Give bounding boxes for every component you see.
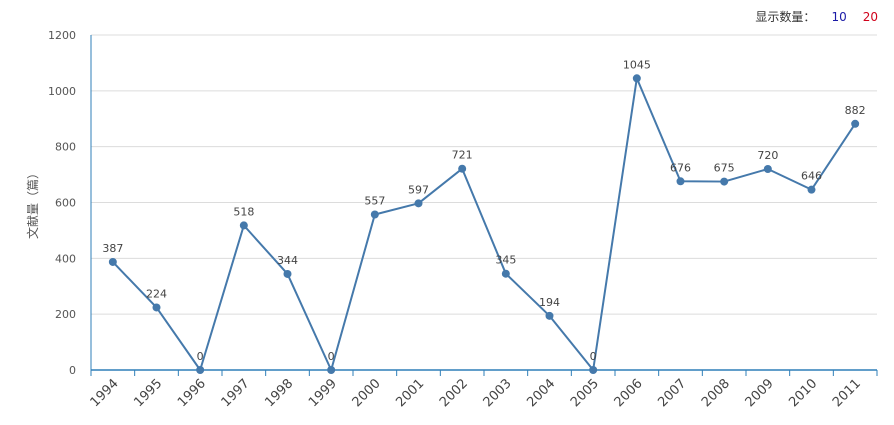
display-count-label: 显示数量： — [755, 10, 816, 24]
x-tick-label: 2005 — [568, 376, 602, 410]
data-label: 0 — [197, 350, 204, 363]
x-tick-label: 1996 — [175, 376, 209, 410]
x-tick-label: 1999 — [306, 376, 340, 410]
x-tick-label: 1998 — [262, 376, 296, 410]
data-label: 518 — [233, 205, 254, 218]
data-label: 882 — [845, 104, 866, 117]
data-label: 194 — [539, 296, 560, 309]
display-count-option-20[interactable]: 20 — [862, 9, 878, 24]
x-tick-label: 2003 — [481, 376, 515, 410]
data-point[interactable] — [152, 303, 161, 312]
y-axis-label: 文献量（篇） — [25, 167, 40, 239]
x-tick-label: 2007 — [655, 376, 689, 410]
data-point[interactable] — [501, 269, 510, 278]
data-label: 387 — [102, 242, 123, 255]
display-count-control: 显示数量： 10 20 — [755, 8, 878, 25]
y-tick-label: 1000 — [48, 85, 76, 98]
data-point[interactable] — [239, 221, 248, 230]
y-tick-label: 0 — [69, 364, 76, 377]
data-label: 224 — [146, 287, 167, 300]
x-tick-label: 2006 — [612, 376, 646, 410]
x-tick-label: 2002 — [437, 376, 471, 410]
data-point[interactable] — [414, 199, 423, 208]
data-label: 0 — [328, 350, 335, 363]
data-point[interactable] — [589, 366, 598, 374]
data-label: 1045 — [623, 58, 651, 71]
data-point[interactable] — [851, 119, 860, 128]
data-label: 344 — [277, 254, 298, 267]
y-tick-label: 800 — [55, 141, 76, 154]
data-point[interactable] — [807, 185, 816, 194]
data-point[interactable] — [327, 366, 336, 374]
x-tick-label: 2011 — [830, 376, 864, 410]
data-point[interactable] — [632, 74, 641, 83]
x-tick-label: 2008 — [699, 376, 733, 410]
display-count-option-10[interactable]: 10 — [831, 9, 847, 24]
y-tick-label: 1200 — [48, 29, 76, 42]
gridlines — [91, 34, 877, 315]
data-point[interactable] — [196, 366, 205, 374]
x-tick-label: 1995 — [131, 376, 165, 410]
x-tick-label: 2009 — [743, 376, 777, 410]
data-label: 676 — [670, 161, 691, 174]
data-label: 0 — [590, 350, 597, 363]
data-point[interactable] — [458, 164, 467, 173]
data-label: 721 — [452, 149, 473, 162]
x-tick-label: 1994 — [88, 376, 122, 410]
y-tick-label: 200 — [55, 308, 76, 321]
data-point[interactable] — [720, 177, 729, 186]
y-tick-label: 400 — [55, 252, 76, 265]
data-label: 557 — [364, 195, 385, 208]
y-axis-ticks: 0 200 400 600 800 1000 1200 — [48, 29, 76, 377]
data-point[interactable] — [545, 311, 554, 320]
series — [108, 74, 860, 374]
x-axis-ticks: 1994 1995 1996 1997 1998 1999 2000 2001 2002 2003… — [88, 370, 878, 410]
x-tick-label: 2004 — [524, 376, 558, 410]
x-tick-label: 1997 — [219, 376, 253, 410]
data-labels: 387 224 0 518 344 0 557 597 721 345 194 0 1045 676 675… — [102, 58, 865, 363]
data-point[interactable] — [763, 165, 772, 173]
data-label: 597 — [408, 183, 429, 196]
data-point[interactable] — [676, 177, 685, 186]
data-point[interactable] — [370, 210, 379, 219]
data-label: 675 — [714, 162, 735, 175]
x-tick-label: 2010 — [786, 376, 820, 410]
data-label: 646 — [801, 170, 822, 183]
series-line — [112, 77, 857, 371]
x-tick-label: 2000 — [350, 376, 384, 410]
data-point[interactable] — [108, 257, 117, 266]
data-point[interactable] — [283, 269, 292, 278]
data-label: 345 — [495, 254, 516, 267]
y-tick-label: 600 — [55, 197, 76, 210]
data-label: 720 — [757, 149, 778, 162]
x-tick-label: 2001 — [393, 376, 427, 410]
